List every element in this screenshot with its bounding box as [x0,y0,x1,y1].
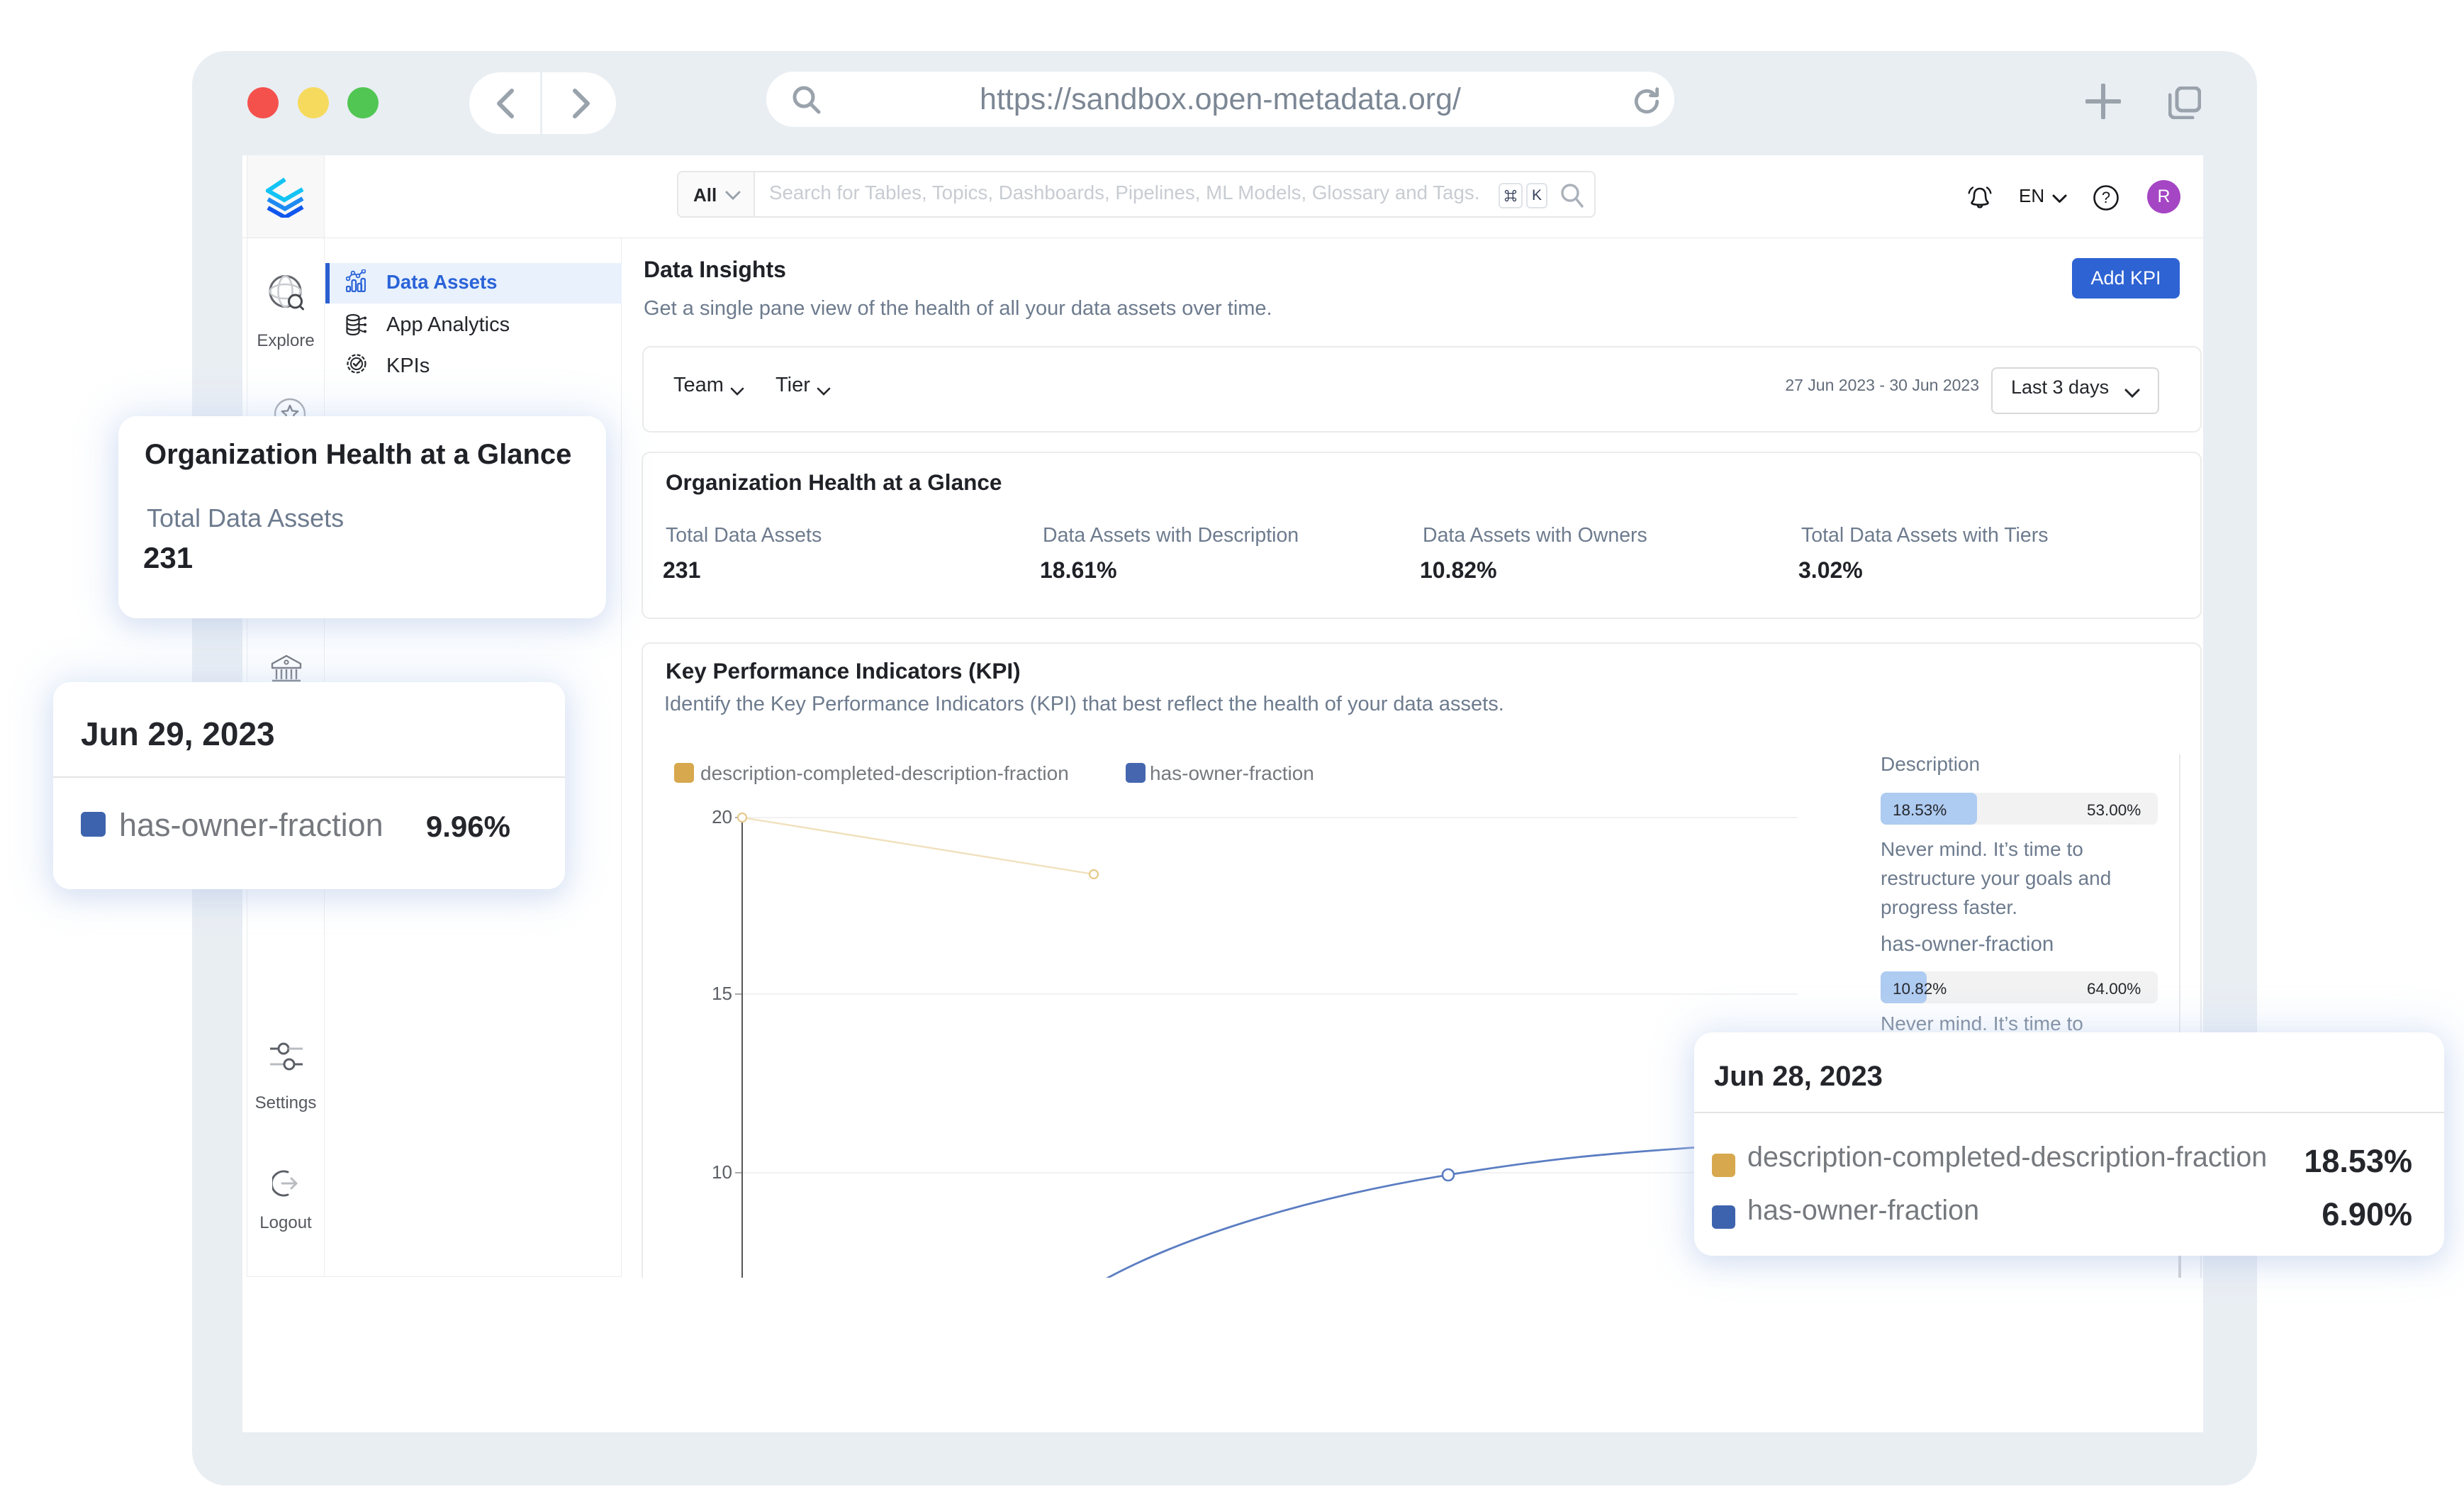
svg-text:?: ? [2102,189,2110,206]
